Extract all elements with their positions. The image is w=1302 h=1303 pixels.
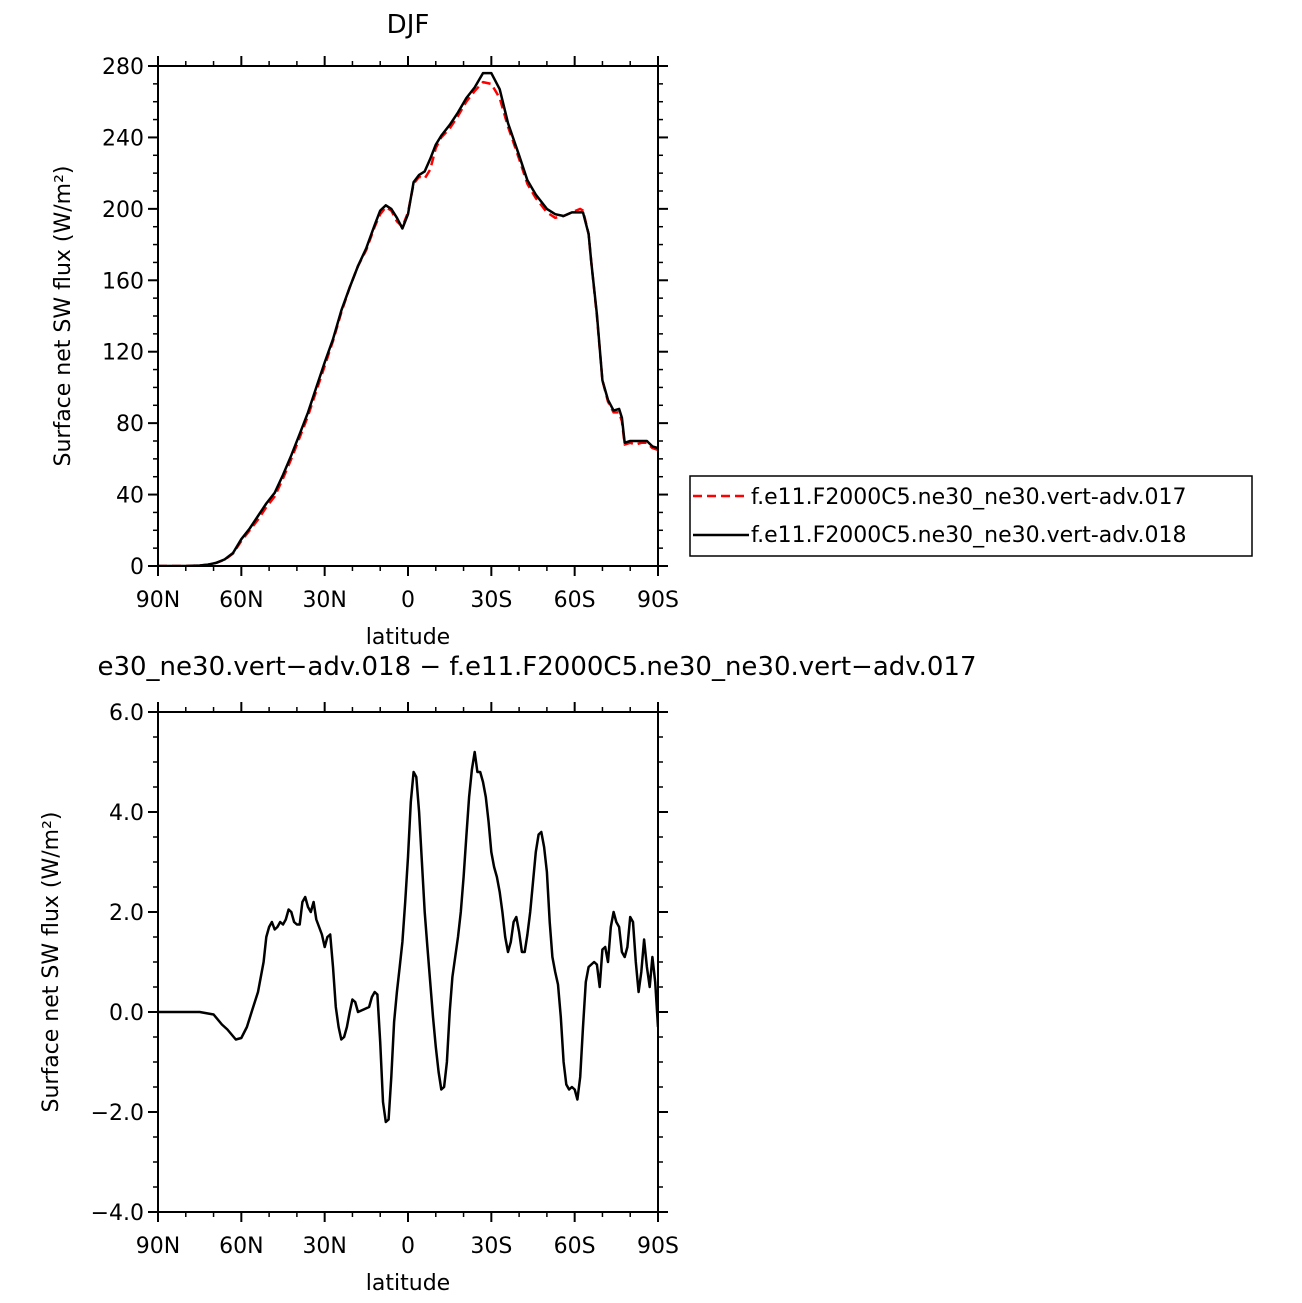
top-y-tick-label: 200 xyxy=(102,198,144,223)
bottom-y-tick-label: 2.0 xyxy=(109,901,144,926)
legend-label-018: f.e11.F2000C5.ne30_ne30.vert-adv.018 xyxy=(751,523,1187,548)
top-y-tick-label: 240 xyxy=(102,126,144,151)
bottom-series-line-0 xyxy=(158,750,658,1124)
bottom-axes: 90N 60N 30N 0 30S 60S 90S −4.0 −2.0 0.0 2.0 4.0 6.0 xyxy=(91,701,679,1259)
top-plot-frame xyxy=(157,65,659,567)
top-x-tick-label: 30N xyxy=(302,588,346,613)
bottom-x-tick-label: 90N xyxy=(136,1234,180,1259)
top-x-tick-label: 30S xyxy=(470,588,512,613)
bottom-x-tick-label: 60N xyxy=(219,1234,263,1259)
top-series-line-0 xyxy=(158,80,658,567)
top-chart-title: DJF xyxy=(387,10,430,40)
bottom-x-tick-label: 60S xyxy=(554,1234,596,1259)
top-x-axis-label: latitude xyxy=(366,625,450,650)
bottom-chart-title: e30_ne30.vert−adv.018 − f.e11.F2000C5.ne… xyxy=(97,652,976,682)
top-y-axis-label: Surface net SW flux (W/m²) xyxy=(51,165,76,466)
top-y-tick-label: 160 xyxy=(102,269,144,294)
top-x-tick-label: 60S xyxy=(554,588,596,613)
bottom-y-tick-label: 4.0 xyxy=(109,801,144,826)
top-x-tick-label: 90N xyxy=(136,588,180,613)
bottom-y-tick-label: −4.0 xyxy=(91,1201,144,1226)
bottom-x-tick-label: 0 xyxy=(401,1234,415,1259)
bottom-y-tick-label: 6.0 xyxy=(109,701,144,726)
bottom-y-axis-label: Surface net SW flux (W/m²) xyxy=(39,811,64,1112)
top-axes: 90N 60N 30N 0 30S 60S 90S 0 40 80 120 160 200 240 280 xyxy=(102,55,679,613)
bottom-y-tick-label: −2.0 xyxy=(91,1101,144,1126)
top-y-tick-label: 280 xyxy=(102,55,144,80)
legend-box xyxy=(689,475,1253,557)
top-y-tick-label: 80 xyxy=(116,412,144,437)
top-panel: DJF 90N 60N 30N 0 30S 60S 90S 0 40 80 120 160 200 240… xyxy=(51,10,1253,650)
top-series-group xyxy=(158,71,658,567)
top-x-tick-label: 90S xyxy=(637,588,679,613)
bottom-panel: e30_ne30.vert−adv.018 − f.e11.F2000C5.ne… xyxy=(39,652,977,1296)
bottom-x-tick-label: 90S xyxy=(637,1234,679,1259)
top-series-line-1 xyxy=(158,71,658,567)
bottom-x-tick-label: 30S xyxy=(470,1234,512,1259)
legend-label-017: f.e11.F2000C5.ne30_ne30.vert-adv.017 xyxy=(751,485,1187,510)
bottom-series-group xyxy=(158,750,658,1124)
top-legend: f.e11.F2000C5.ne30_ne30.vert-adv.017 f.e… xyxy=(689,475,1253,557)
top-y-tick-label: 120 xyxy=(102,341,144,366)
bottom-x-axis-label: latitude xyxy=(366,1271,450,1296)
bottom-x-tick-label: 30N xyxy=(302,1234,346,1259)
top-x-tick-label: 60N xyxy=(219,588,263,613)
top-y-tick-label: 0 xyxy=(130,555,144,580)
top-y-tick-label: 40 xyxy=(116,484,144,509)
top-x-tick-label: 0 xyxy=(401,588,415,613)
bottom-y-tick-label: 0.0 xyxy=(109,1001,144,1026)
bottom-plot-frame xyxy=(157,711,659,1213)
